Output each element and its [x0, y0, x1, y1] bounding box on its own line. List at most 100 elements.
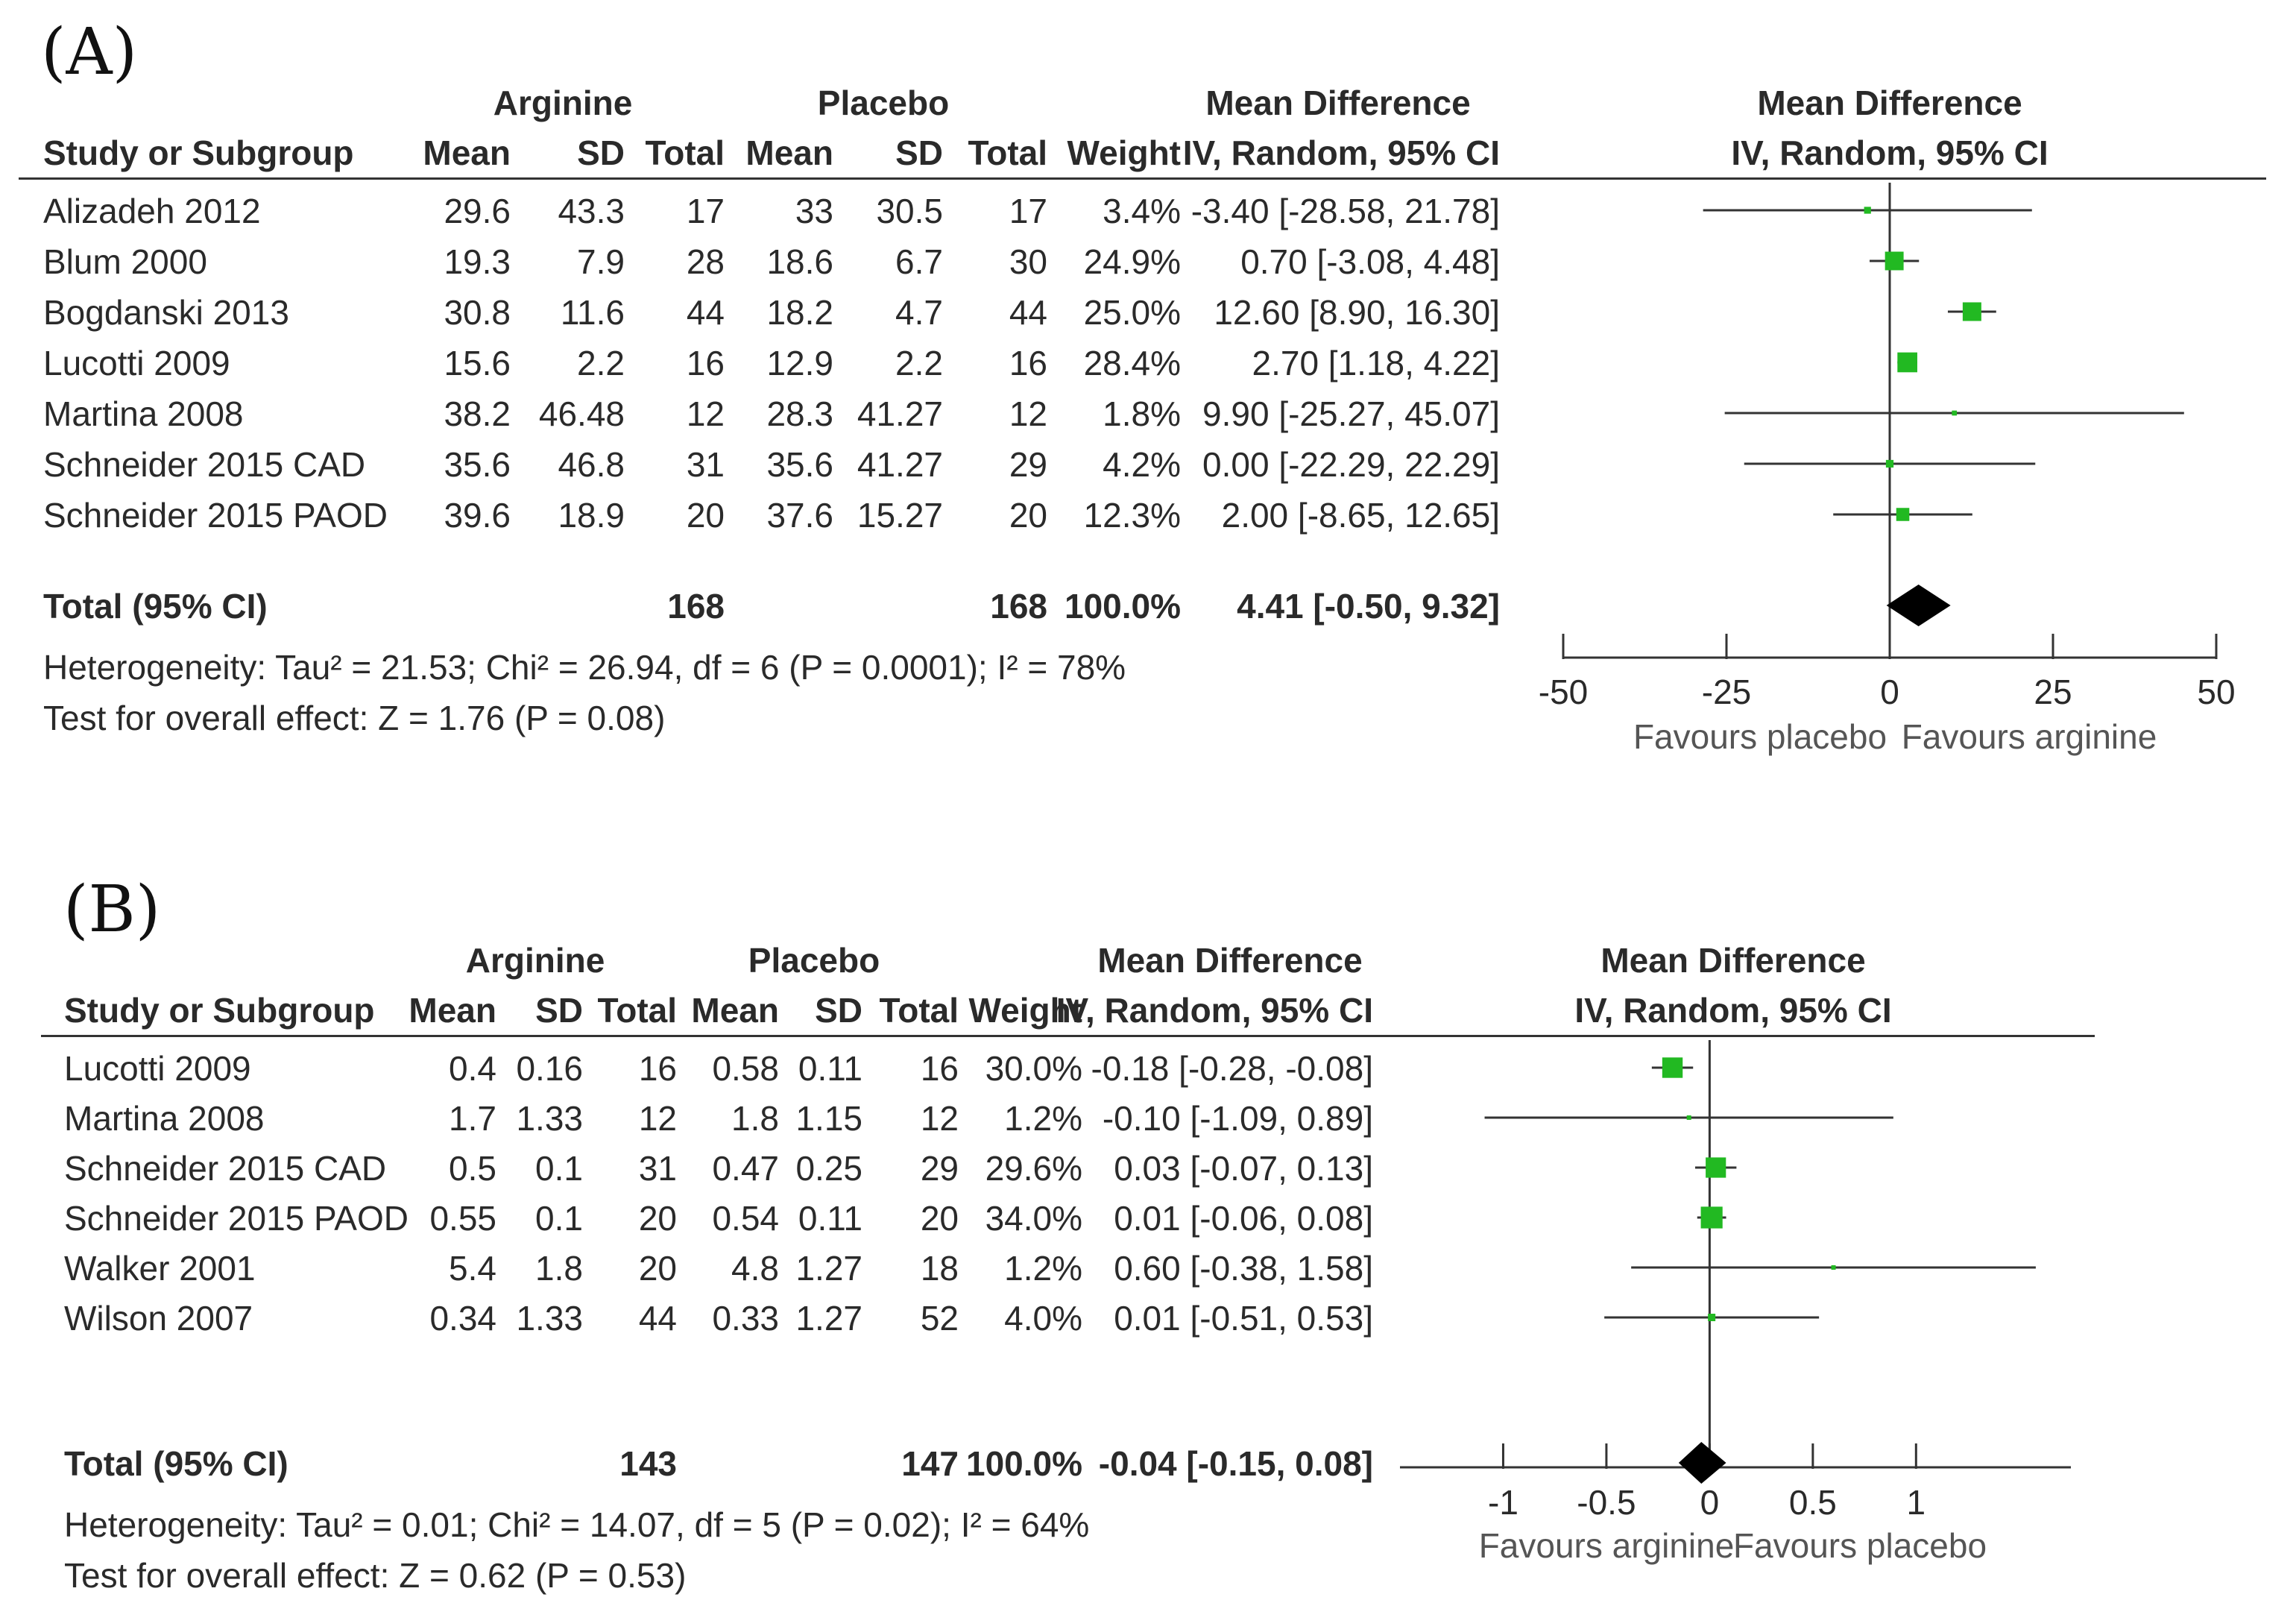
x-tick-label: -1	[1488, 1483, 1518, 1522]
study-name: Lucotti 2009	[43, 344, 230, 382]
arginine-total: 20	[638, 1199, 677, 1238]
placebo-mean: 28.3	[766, 394, 833, 433]
total-ci: -0.04 [-0.15, 0.08]	[1098, 1444, 1373, 1483]
study-effect-marker	[1700, 1206, 1723, 1229]
study-ci: 0.70 [-3.08, 4.48]	[1240, 242, 1500, 281]
placebo-sd: 0.11	[798, 1199, 862, 1238]
placebo-sd: 30.5	[876, 192, 943, 230]
arginine-mean: 38.2	[444, 394, 511, 433]
header-rule	[41, 1035, 2095, 1037]
study-effect-marker	[1662, 1057, 1683, 1078]
arginine-total: 31	[638, 1149, 677, 1188]
arginine-sd: 1.8	[535, 1249, 583, 1288]
study-effect-marker	[1706, 1157, 1726, 1178]
col-header-arginine-total: Total	[645, 133, 725, 172]
col-header-placebo-total: Total	[968, 133, 1047, 172]
placebo-total: 20	[1009, 496, 1047, 535]
group-header-md_col: Mean Difference	[1205, 84, 1471, 122]
study-name: Schneider 2015 CAD	[43, 445, 366, 484]
study-weight: 30.0%	[985, 1049, 1082, 1088]
panel-label: (B)	[63, 872, 161, 947]
col-header-weight: Weight	[968, 991, 1082, 1030]
placebo-total: 44	[1009, 293, 1047, 332]
placebo-mean: 18.6	[766, 242, 833, 281]
pooled-effect-diamond	[1678, 1442, 1726, 1484]
x-tick-label: 1	[1906, 1483, 1926, 1522]
study-ci: 2.70 [1.18, 4.22]	[1252, 344, 1501, 382]
placebo-mean: 0.47	[712, 1149, 779, 1188]
arginine-mean: 35.6	[444, 445, 511, 484]
placebo-total: 16	[1009, 344, 1047, 382]
placebo-sd: 2.2	[895, 344, 943, 382]
col-header-placebo-mean: Mean	[691, 991, 779, 1030]
study-ci: 0.03 [-0.07, 0.13]	[1114, 1149, 1373, 1188]
favours-left-label: Favours arginine	[1478, 1526, 1735, 1565]
study-effect-marker	[1864, 207, 1871, 214]
study-name: Wilson 2007	[64, 1299, 253, 1338]
study-weight: 1.8%	[1103, 394, 1181, 433]
study-weight: 24.9%	[1083, 242, 1181, 281]
placebo-sd: 41.27	[857, 394, 943, 433]
study-ci: 9.90 [-25.27, 45.07]	[1202, 394, 1500, 433]
arginine-total: 20	[638, 1249, 677, 1288]
study-ci: 12.60 [8.90, 16.30]	[1214, 293, 1500, 332]
arginine-sd: 11.6	[560, 293, 625, 332]
arginine-sd: 43.3	[558, 192, 625, 230]
placebo-sd: 1.15	[795, 1099, 862, 1138]
arginine-mean: 30.8	[444, 293, 511, 332]
placebo-mean: 1.8	[731, 1099, 779, 1138]
arginine-total: 12	[638, 1099, 677, 1138]
overall-effect-text: Test for overall effect: Z = 1.76 (P = 0…	[43, 699, 666, 737]
col-header-placebo-mean: Mean	[745, 133, 833, 172]
col-header-weight: Weight	[1067, 133, 1181, 172]
arginine-total: 16	[686, 344, 725, 382]
study-name: Schneider 2015 PAOD	[43, 496, 388, 535]
study-ci: 0.00 [-22.29, 22.29]	[1202, 445, 1500, 484]
favours-right-label: Favours arginine	[1901, 717, 2157, 756]
total-arginine-n: 168	[667, 587, 725, 626]
placebo-mean: 0.54	[712, 1199, 779, 1238]
placebo-total: 30	[1009, 242, 1047, 281]
x-tick-label: -50	[1538, 673, 1589, 711]
study-weight: 1.2%	[1004, 1249, 1082, 1288]
x-tick-label: -25	[1701, 673, 1752, 711]
study-effect-marker	[1897, 352, 1917, 373]
group-header-md_plot: Mean Difference	[1757, 84, 2022, 122]
arginine-sd: 0.16	[516, 1049, 583, 1088]
placebo-total: 29	[920, 1149, 959, 1188]
study-weight: 4.0%	[1004, 1299, 1082, 1338]
total-placebo-n: 168	[990, 587, 1047, 626]
arginine-total: 44	[686, 293, 725, 332]
study-name: Schneider 2015 CAD	[64, 1149, 387, 1188]
placebo-sd: 15.27	[857, 496, 943, 535]
placebo-total: 16	[920, 1049, 959, 1088]
x-tick-label: 0	[1880, 673, 1899, 711]
col-header-study: Study or Subgroup	[43, 133, 354, 172]
favours-right-label: Favours placebo	[1732, 1526, 1987, 1565]
col-header-arginine-mean: Mean	[409, 991, 496, 1030]
study-ci: -0.18 [-0.28, -0.08]	[1091, 1049, 1373, 1088]
study-weight: 3.4%	[1103, 192, 1181, 230]
arginine-total: 44	[638, 1299, 677, 1338]
study-effect-marker	[1885, 459, 1894, 468]
group-header-md_col: Mean Difference	[1097, 941, 1363, 980]
placebo-mean: 33	[795, 192, 833, 230]
study-weight: 1.2%	[1004, 1099, 1082, 1138]
placebo-sd: 0.11	[798, 1049, 862, 1088]
placebo-mean: 35.6	[766, 445, 833, 484]
arginine-sd: 1.33	[516, 1099, 583, 1138]
group-header-placebo: Placebo	[748, 941, 880, 980]
study-weight: 25.0%	[1083, 293, 1181, 332]
arginine-sd: 1.33	[516, 1299, 583, 1338]
col-header-placebo-sd: SD	[895, 133, 943, 172]
forest-plot-a: (A) Arginine Placebo Mean Difference Mean Di…	[0, 0, 2296, 783]
plot-header-ci: IV, Random, 95% CI	[1731, 133, 2049, 172]
arginine-total: 12	[686, 394, 725, 433]
forest-plot-svg	[1400, 1040, 2071, 1484]
study-weight: 28.4%	[1083, 344, 1181, 382]
study-name: Schneider 2015 PAOD	[64, 1199, 409, 1238]
study-effect-marker	[1831, 1265, 1836, 1270]
forest-plot-b: (B) Arginine Placebo Mean Difference Mean Di…	[0, 857, 2296, 1593]
group-header-placebo: Placebo	[817, 84, 950, 122]
total-arginine-n: 143	[619, 1444, 677, 1483]
